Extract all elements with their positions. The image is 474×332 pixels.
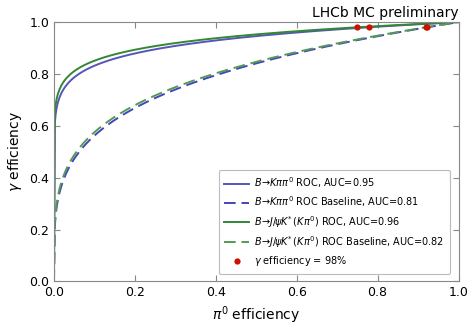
- $B\!\rightarrow\!J/\!\psi K^{*}\,(K\pi^0)$ ROC Baseline, AUC=0.82: [292, 50, 298, 54]
- $B\!\rightarrow\!J/\!\psi K^{*}\,(K\pi^0)$ ROC Baseline, AUC=0.82: [246, 62, 251, 66]
- X-axis label: $\pi^0$ efficiency: $\pi^0$ efficiency: [212, 305, 301, 326]
- $B\!\rightarrow\!K\pi\pi^0$ ROC, AUC=0.95: [243, 35, 249, 39]
- $B\!\rightarrow\!J/\!\psi K^{*}\,(K\pi^0)$ ROC, AUC=0.96: [246, 33, 251, 37]
- $B\!\rightarrow\!K\pi\pi^0$ ROC, AUC=0.95: [456, 20, 461, 24]
- $B\!\rightarrow\!K\pi\pi^0$ ROC Baseline, AUC=0.81: [51, 280, 57, 284]
- $B\!\rightarrow\!K\pi\pi^0$ ROC, AUC=0.95: [270, 33, 276, 37]
- $B\!\rightarrow\!K\pi\pi^0$ ROC Baseline, AUC=0.81: [292, 52, 298, 56]
- Text: LHCb MC preliminary: LHCb MC preliminary: [312, 6, 458, 20]
- $B\!\rightarrow\!J/\!\psi K^{*}\,(K\pi^0)$ ROC, AUC=0.96: [456, 20, 461, 24]
- $B\!\rightarrow\!J/\!\psi K^{*}\,(K\pi^0)$ ROC Baseline, AUC=0.82: [51, 280, 57, 284]
- $B\!\rightarrow\!K\pi\pi^0$ ROC, AUC=0.95: [51, 280, 57, 284]
- $B\!\rightarrow\!J/\!\psi K^{*}\,(K\pi^0)$ ROC, AUC=0.96: [383, 24, 388, 28]
- Line: $B\!\rightarrow\!K\pi\pi^0$ ROC Baseline, AUC=0.81: $B\!\rightarrow\!K\pi\pi^0$ ROC Baseline…: [54, 22, 458, 282]
- $B\!\rightarrow\!K\pi\pi^0$ ROC Baseline, AUC=0.81: [243, 64, 249, 68]
- $B\!\rightarrow\!J/\!\psi K^{*}\,(K\pi^0)$ ROC, AUC=0.96: [446, 21, 452, 25]
- Line: $B\!\rightarrow\!J/\!\psi K^{*}\,(K\pi^0)$ ROC Baseline, AUC=0.82: $B\!\rightarrow\!J/\!\psi K^{*}\,(K\pi^0…: [54, 22, 458, 282]
- $B\!\rightarrow\!J/\!\psi K^{*}\,(K\pi^0)$ ROC Baseline, AUC=0.82: [383, 32, 388, 36]
- $B\!\rightarrow\!K\pi\pi^0$ ROC, AUC=0.95: [446, 21, 452, 25]
- $B\!\rightarrow\!K\pi\pi^0$ ROC Baseline, AUC=0.81: [246, 63, 251, 67]
- $B\!\rightarrow\!K\pi\pi^0$ ROC, AUC=0.95: [292, 31, 298, 35]
- $B\!\rightarrow\!J/\!\psi K^{*}\,(K\pi^0)$ ROC, AUC=0.96: [243, 33, 249, 37]
- $B\!\rightarrow\!J/\!\psi K^{*}\,(K\pi^0)$ ROC Baseline, AUC=0.82: [456, 20, 461, 24]
- $B\!\rightarrow\!K\pi\pi^0$ ROC Baseline, AUC=0.81: [383, 33, 388, 37]
- $B\!\rightarrow\!J/\!\psi K^{*}\,(K\pi^0)$ ROC Baseline, AUC=0.82: [243, 62, 249, 66]
- $B\!\rightarrow\!J/\!\psi K^{*}\,(K\pi^0)$ ROC, AUC=0.96: [270, 31, 276, 35]
- $B\!\rightarrow\!K\pi\pi^0$ ROC Baseline, AUC=0.81: [446, 22, 452, 26]
- $B\!\rightarrow\!K\pi\pi^0$ ROC, AUC=0.95: [246, 35, 251, 39]
- $B\!\rightarrow\!J/\!\psi K^{*}\,(K\pi^0)$ ROC Baseline, AUC=0.82: [446, 22, 452, 26]
- $B\!\rightarrow\!K\pi\pi^0$ ROC, AUC=0.95: [383, 24, 388, 28]
- $B\!\rightarrow\!J/\!\psi K^{*}\,(K\pi^0)$ ROC, AUC=0.96: [51, 280, 57, 284]
- $B\!\rightarrow\!J/\!\psi K^{*}\,(K\pi^0)$ ROC Baseline, AUC=0.82: [270, 56, 276, 60]
- Line: $B\!\rightarrow\!K\pi\pi^0$ ROC, AUC=0.95: $B\!\rightarrow\!K\pi\pi^0$ ROC, AUC=0.9…: [54, 22, 458, 282]
- Legend: $B\!\rightarrow\!K\pi\pi^0$ ROC, AUC=0.95, $B\!\rightarrow\!K\pi\pi^0$ ROC Basel: $B\!\rightarrow\!K\pi\pi^0$ ROC, AUC=0.9…: [219, 170, 450, 274]
- $B\!\rightarrow\!K\pi\pi^0$ ROC Baseline, AUC=0.81: [270, 57, 276, 61]
- $B\!\rightarrow\!K\pi\pi^0$ ROC Baseline, AUC=0.81: [456, 20, 461, 24]
- $B\!\rightarrow\!J/\!\psi K^{*}\,(K\pi^0)$ ROC, AUC=0.96: [292, 29, 298, 33]
- Y-axis label: $\gamma$ efficiency: $\gamma$ efficiency: [6, 111, 24, 192]
- Line: $B\!\rightarrow\!J/\!\psi K^{*}\,(K\pi^0)$ ROC, AUC=0.96: $B\!\rightarrow\!J/\!\psi K^{*}\,(K\pi^0…: [54, 22, 458, 282]
